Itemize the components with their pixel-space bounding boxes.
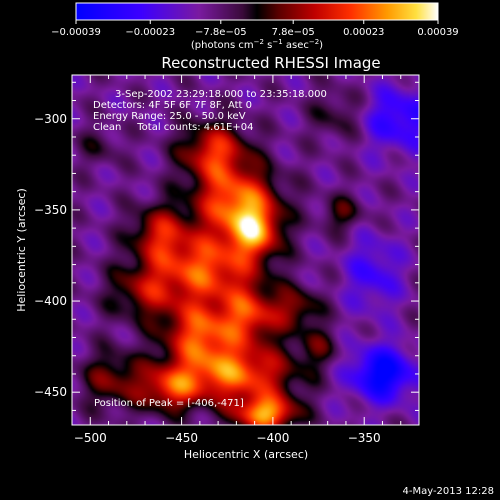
- y-axis-ticks: −300 −350 −400 −450: [34, 81, 419, 411]
- info-line-energy: Energy Range: 25.0 - 50.0 keV: [93, 111, 246, 122]
- colorbar-ticks: −0.00039 −0.00023 −7.8e−05 7.8e−05 0.00023 0.…: [51, 20, 459, 38]
- x-tick-label: −400: [256, 431, 289, 445]
- colorbar-unit: (photons cm−2 s−1 asec−2): [191, 38, 323, 51]
- colorbar-tick-label: −0.00039: [51, 27, 101, 38]
- info-line-detectors: Detectors: 4F 5F 6F 7F 8F, Att 0: [93, 100, 252, 111]
- colorbar-tick-label: −7.8e−05: [195, 27, 247, 38]
- x-axis-ticks: −500 −450 −400 −350: [71, 75, 420, 445]
- observation-info: 3-Sep-2002 23:29:18.000 to 23:35:18.000 …: [93, 89, 327, 133]
- x-tick-label: −450: [165, 431, 198, 445]
- y-tick-label: −400: [34, 294, 67, 308]
- colorbar-tick-label: 0.00023: [343, 27, 384, 38]
- colorbar-tick-label: 0.00039: [417, 27, 458, 38]
- y-tick-label: −450: [34, 385, 67, 399]
- plot-frame: [71, 74, 420, 426]
- heatmap-raster: [72, 75, 419, 425]
- chart-title: Reconstructed RHESSI Image: [161, 54, 380, 72]
- colorbar-tick-label: 7.8e−05: [272, 27, 315, 38]
- footer-date: 4-May-2013 12:28: [402, 486, 494, 497]
- x-tick-label: −350: [348, 431, 381, 445]
- y-tick-label: −300: [34, 112, 67, 126]
- heatmap-image: [72, 75, 419, 425]
- colorbar-tick-label: −0.00023: [125, 27, 175, 38]
- y-axis-label: Heliocentric Y (arcsec): [15, 188, 28, 312]
- colorbar: [75, 2, 439, 21]
- info-line-counts: Clean Total counts: 4.61E+04: [93, 122, 253, 133]
- x-tick-label: −500: [74, 431, 107, 445]
- peak-position-label: Position of Peak = [-406,-471]: [94, 398, 244, 409]
- y-tick-label: −350: [34, 203, 67, 217]
- x-axis-label: Heliocentric X (arcsec): [184, 448, 308, 461]
- info-line-time: 3-Sep-2002 23:29:18.000 to 23:35:18.000: [115, 89, 327, 100]
